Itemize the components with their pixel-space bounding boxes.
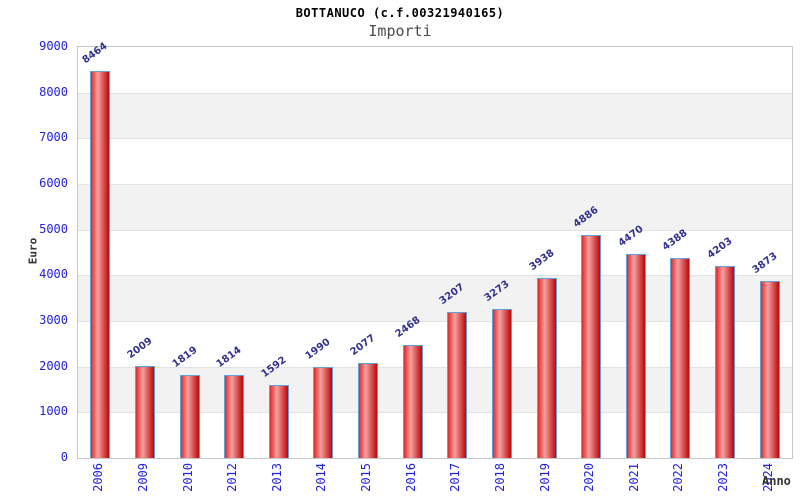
x-tick-label: 2017: [448, 463, 463, 492]
bar: [670, 257, 691, 458]
y-tick-label: 8000: [39, 84, 68, 99]
gridline: [78, 412, 792, 414]
x-tick-label: 2010: [180, 463, 195, 492]
bar: [134, 366, 155, 458]
y-tick-label: 3000: [39, 313, 68, 327]
x-tick-label: 2006: [91, 463, 106, 492]
bar: [402, 345, 423, 458]
plot-band: [78, 138, 792, 184]
bar: [268, 385, 289, 458]
y-tick-label: 9000: [39, 39, 68, 53]
bar: [224, 375, 245, 458]
bar: [447, 311, 468, 458]
gridline: [78, 229, 792, 231]
y-axis-title: Euro: [26, 237, 40, 265]
plot-band: [78, 47, 792, 93]
bar: [715, 266, 736, 458]
x-tick-label: 2016: [403, 463, 418, 492]
y-tick-label: 0: [60, 450, 68, 464]
bar: [179, 374, 200, 458]
y-tick-label: 7000: [39, 130, 68, 145]
plot-band: [78, 184, 792, 230]
plot-area: 8464 2009 1819 1814 1592 1990 2077 2468 3207 3273…: [77, 41, 793, 459]
gridline: [78, 366, 792, 368]
x-axis-title: Anno: [762, 474, 791, 488]
y-tick-label: 6000: [39, 176, 68, 190]
bar: [491, 308, 512, 458]
bar: [759, 281, 780, 458]
x-tick-label: 2012: [225, 463, 240, 492]
x-tick-label: 2021: [626, 463, 641, 492]
y-tick-label: 1000: [39, 404, 68, 419]
gridline: [78, 184, 792, 185]
gridline: [78, 138, 792, 140]
plot-band: [78, 92, 792, 139]
x-tick-label: 2014: [314, 463, 329, 492]
y-tick-label: 5000: [39, 221, 68, 236]
bar: [536, 278, 557, 458]
bar: [358, 363, 379, 458]
x-tick-label: 2020: [582, 463, 597, 492]
bar: [90, 71, 111, 458]
bar: [313, 367, 334, 458]
x-tick-label: 2009: [135, 463, 150, 492]
bar: [581, 234, 602, 458]
chart-title: BOTTANUCO (c.f.00321940165): [295, 6, 505, 20]
x-tick-label: 2015: [359, 463, 374, 492]
x-tick-label: 2019: [537, 463, 552, 492]
gridline: [78, 275, 792, 277]
x-tick-label: 2022: [671, 463, 686, 492]
gridline: [78, 92, 792, 94]
y-tick-label: 2000: [39, 358, 68, 373]
bar: [625, 253, 646, 458]
y-tick-label: 4000: [39, 267, 68, 282]
x-tick-label: 2013: [269, 463, 284, 492]
x-tick-label: 2023: [716, 463, 731, 492]
gridline: [78, 321, 792, 322]
chart-subtitle: Importi: [368, 22, 432, 40]
x-tick-label: 2018: [492, 463, 507, 492]
